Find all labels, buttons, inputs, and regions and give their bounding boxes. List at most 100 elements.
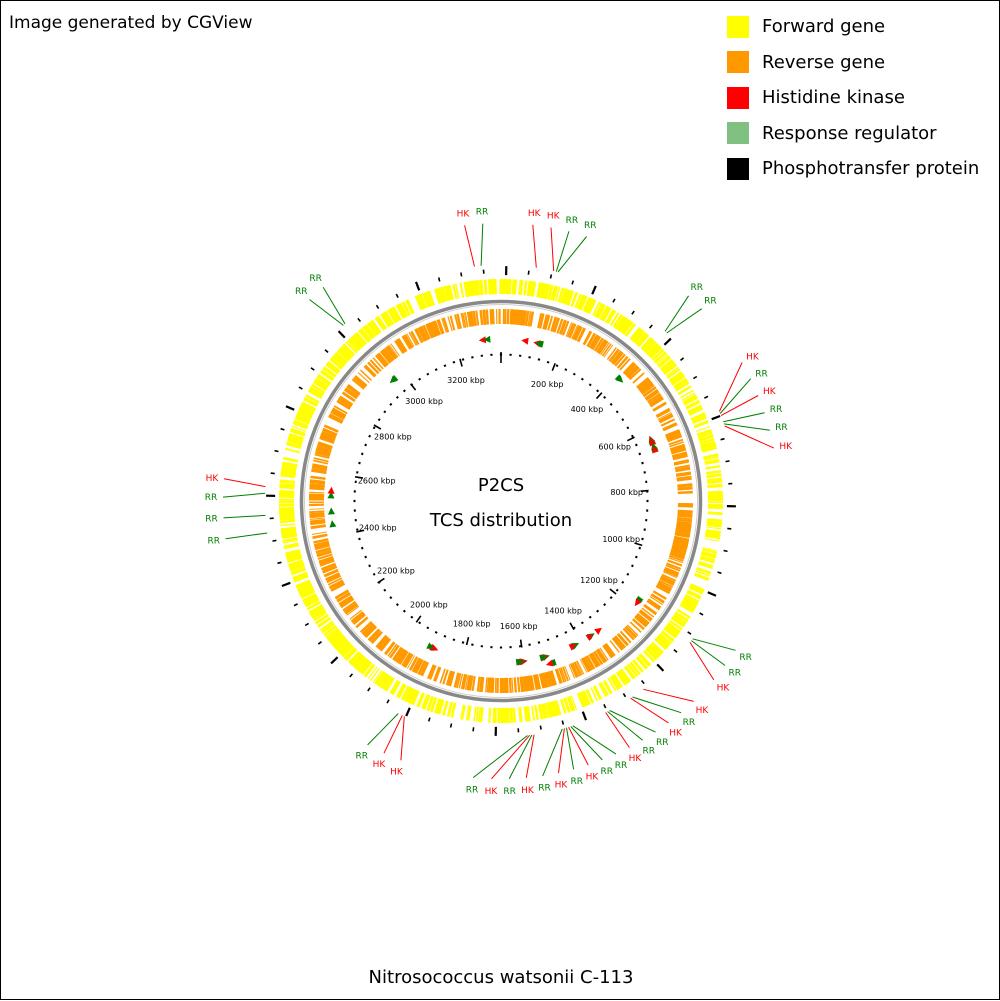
ruler-minor-tick: [548, 361, 549, 363]
outer-position-mark: [339, 331, 345, 338]
forward-gene-mark: [706, 471, 721, 473]
organism-name: Nitrosococcus watsonii C-113: [1, 967, 1000, 988]
outer-position-mark: [664, 339, 671, 345]
tcs-label: HK: [696, 706, 710, 716]
ruler-minor-tick: [384, 411, 386, 412]
ruler-minor-tick: [369, 436, 371, 437]
tcs-callout-line: [492, 735, 530, 779]
ruler-major-tick: [460, 359, 462, 367]
tcs-callout-line: [571, 727, 603, 760]
ruler-minor-tick: [436, 369, 437, 371]
outer-position-mark: [688, 632, 691, 634]
ruler-tick-label: 1800 kbp: [453, 620, 491, 629]
forward-gene-mark: [707, 481, 722, 482]
ruler-tick-label: 2600 kbp: [358, 476, 396, 485]
tcs-callout-line: [223, 493, 265, 497]
ruler-minor-tick: [427, 627, 428, 629]
ruler-minor-tick: [404, 390, 405, 392]
reverse-gene-mark: [510, 678, 511, 693]
tcs-label: RR: [656, 738, 669, 748]
ruler-minor-tick: [627, 427, 629, 428]
tcs-label: HK: [521, 786, 535, 796]
ruler-minor-tick: [361, 454, 363, 455]
tcs-label: RR: [615, 761, 628, 771]
tcs-label: RR: [600, 767, 613, 777]
outer-position-mark: [461, 273, 462, 277]
outer-position-mark: [281, 429, 285, 430]
forward-gene-mark: [279, 487, 294, 488]
ruler-minor-tick: [419, 622, 420, 624]
forward-gene-mark: [279, 513, 294, 514]
ruler-minor-tick: [548, 639, 549, 641]
reverse-gene-mark: [309, 509, 324, 510]
ruler-minor-tick: [565, 369, 566, 371]
ruler-tick-label: 600 kbp: [598, 443, 631, 452]
tcs-callout-line: [551, 228, 554, 272]
tcs-label: HK: [555, 781, 569, 791]
ruler-minor-tick: [632, 565, 634, 566]
tcs-callout-line: [719, 363, 742, 412]
ruler-minor-tick: [454, 639, 455, 641]
center-subtitle: TCS distribution: [429, 510, 572, 531]
forward-gene-mark: [513, 279, 514, 294]
ruler-minor-tick: [590, 616, 591, 618]
ruler-tick-label: 1000 kbp: [602, 535, 640, 544]
forward-gene-mark: [462, 705, 465, 720]
outer-position-mark: [551, 275, 552, 279]
ruler-minor-tick: [369, 565, 371, 566]
ruler-minor-tick: [359, 539, 361, 540]
forward-gene-mark: [480, 280, 481, 295]
tcs-label: HK: [669, 729, 683, 739]
forward-gene-mark: [280, 524, 295, 526]
outer-position-mark: [583, 712, 586, 720]
ruler-minor-tick: [361, 548, 363, 549]
outer-position-mark: [718, 572, 722, 573]
outer-position-mark: [416, 282, 419, 290]
outer-position-mark: [642, 681, 645, 684]
tcs-label: RR: [770, 405, 783, 415]
ruler-minor-tick: [590, 384, 591, 386]
outer-position-mark: [623, 693, 625, 696]
tcs-callout-line: [693, 639, 736, 651]
tcs-label: RR: [538, 784, 551, 794]
outer-position-mark: [712, 416, 720, 419]
ruler-tick-label: 1600 kbp: [500, 622, 538, 631]
outer-position-mark: [604, 704, 606, 708]
ruler-minor-tick: [604, 397, 605, 398]
outer-position-mark: [528, 271, 529, 275]
ruler-minor-tick: [622, 582, 624, 583]
ruler-tick-label: 2000 kbp: [410, 600, 448, 609]
forward-gene-mark: [474, 707, 476, 722]
tcs-callout-line: [631, 698, 669, 723]
ruler-minor-tick: [574, 373, 575, 375]
tcs-arrow-marker: [328, 487, 335, 494]
reverse-gene-mark: [493, 678, 494, 693]
ruler-minor-tick: [622, 419, 624, 420]
reverse-gene-mark: [678, 488, 693, 489]
ruler-major-tick: [411, 384, 416, 390]
tcs-label: HK: [390, 768, 404, 778]
forward-gene-mark: [532, 706, 534, 721]
reverse-gene-mark: [493, 309, 494, 324]
forward-gene-mark: [705, 466, 720, 468]
outer-position-mark: [681, 358, 684, 361]
outer-position-mark: [572, 281, 573, 285]
reverse-gene-mark: [309, 494, 324, 495]
reverse-gene-mark: [310, 515, 325, 516]
ruler-minor-tick: [639, 454, 641, 455]
ruler-major-tick: [416, 616, 421, 623]
outer-position-mark: [473, 727, 474, 731]
ruler-minor-tick: [635, 557, 637, 558]
outer-position-mark: [613, 299, 615, 303]
outer-position-mark: [299, 387, 303, 389]
ruler-minor-tick: [565, 632, 566, 634]
ruler-minor-tick: [427, 373, 428, 375]
tcs-label: RR: [295, 287, 308, 297]
ruler-tick-label: 800 kbp: [610, 488, 643, 497]
tcs-label: RR: [642, 747, 655, 757]
outer-position-mark: [727, 528, 731, 529]
forward-gene-mark: [489, 708, 490, 723]
ruler-major-tick: [597, 393, 602, 399]
forward-gene-mark: [508, 708, 509, 723]
